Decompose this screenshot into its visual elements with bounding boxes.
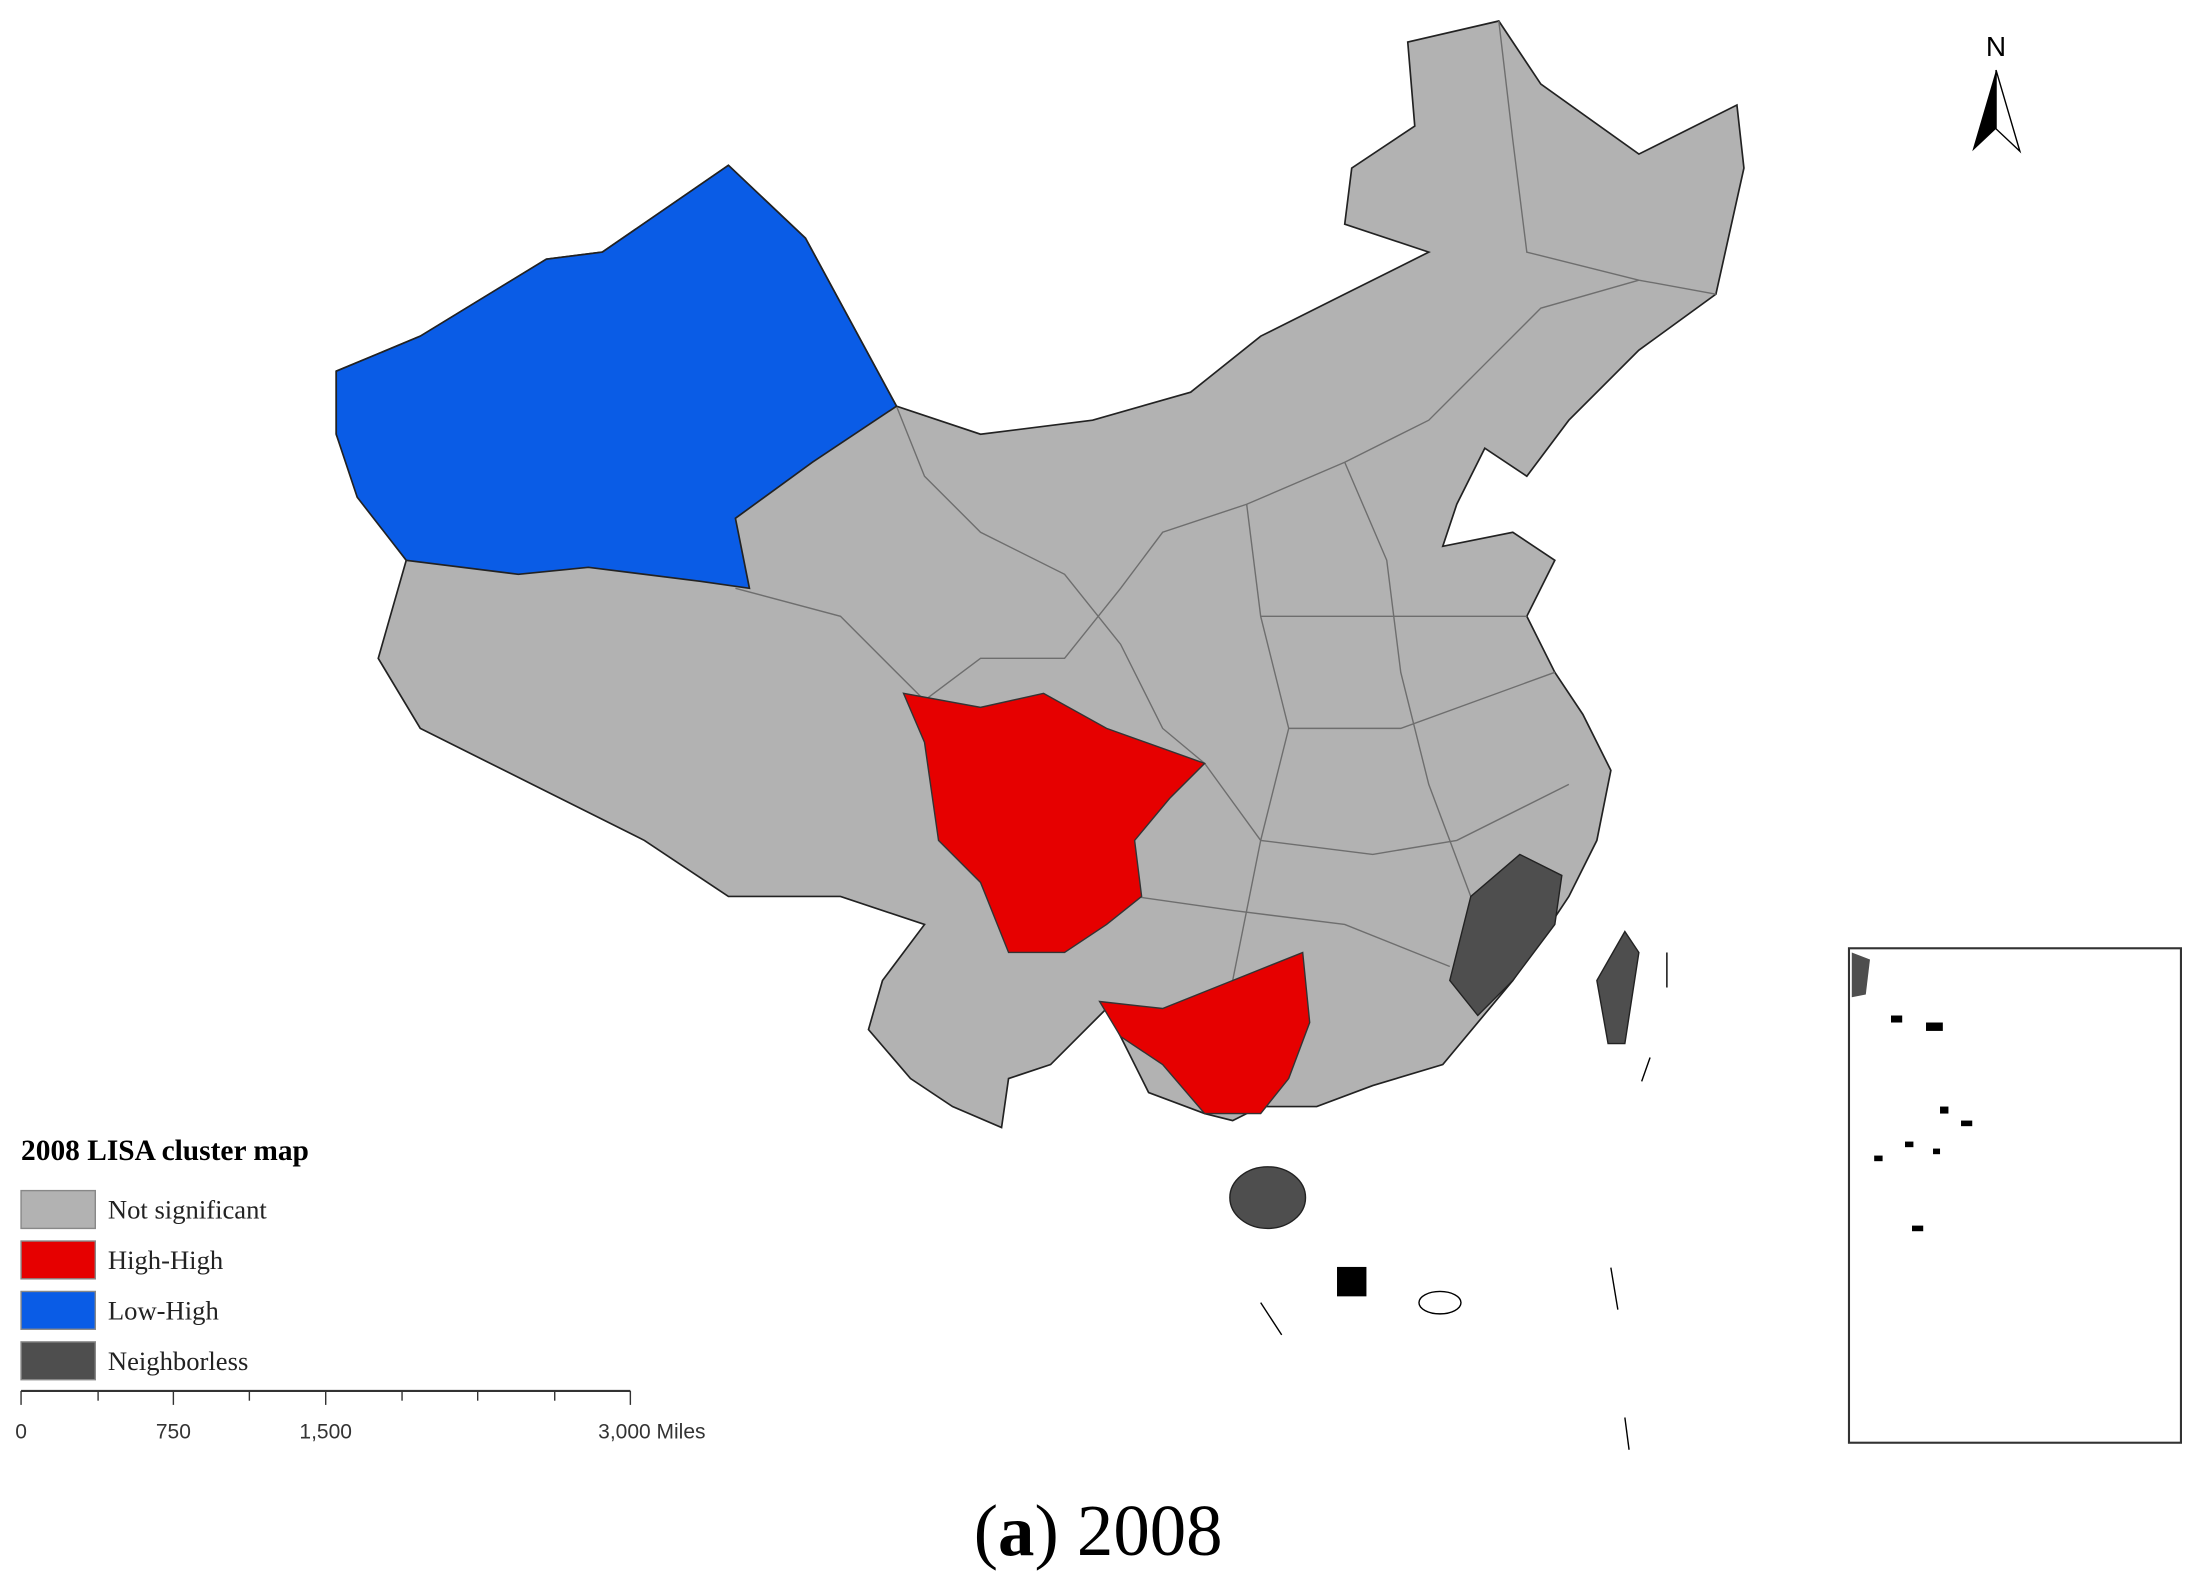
province-border (1134, 895, 1451, 968)
inset-islands (1851, 952, 1973, 1232)
scale-bar: 0 750 1,500 3,000 Miles (15, 1389, 706, 1444)
scale-label: 750 (156, 1421, 191, 1444)
region (902, 692, 1206, 954)
legend-label: Not significant (108, 1195, 267, 1225)
caption-text: ) 2008 (1034, 1490, 1222, 1571)
province-border (1204, 762, 1570, 856)
legend: Not significant High-High Low-High Neighbor… (20, 1189, 267, 1381)
caption: (a) 2008 (974, 1490, 1223, 1571)
province-border (1288, 671, 1556, 730)
scale-label: 3,000 Miles (598, 1421, 705, 1444)
legend-label: Neighborless (108, 1346, 248, 1376)
inset-frame (1847, 947, 2182, 1444)
caption-letter: a (998, 1490, 1034, 1571)
caption-text: ( (974, 1490, 998, 1571)
islands (1260, 952, 1668, 1450)
legend-title: 2008 LISA cluster map (21, 1135, 309, 1167)
north-label: N (1986, 31, 2006, 62)
map (335, 20, 1745, 1450)
province-border (1344, 461, 1472, 897)
region (1449, 853, 1563, 1017)
legend-swatch (20, 1189, 96, 1230)
province-border (1498, 20, 1717, 295)
scale-label: 1,500 (299, 1421, 352, 1444)
province-border (895, 405, 1206, 764)
legend-label: High-High (108, 1245, 223, 1275)
north-arrow: N (1972, 31, 2022, 154)
region (335, 20, 1745, 1129)
legend-swatch (20, 1341, 96, 1381)
legend-swatch (20, 1290, 96, 1330)
scale-label: 0 (15, 1421, 27, 1444)
legend-swatch (20, 1240, 96, 1280)
region (1596, 930, 1640, 1045)
region (1229, 1166, 1307, 1230)
region (1098, 951, 1311, 1115)
legend-label: Low-High (108, 1295, 219, 1325)
region (335, 164, 898, 590)
